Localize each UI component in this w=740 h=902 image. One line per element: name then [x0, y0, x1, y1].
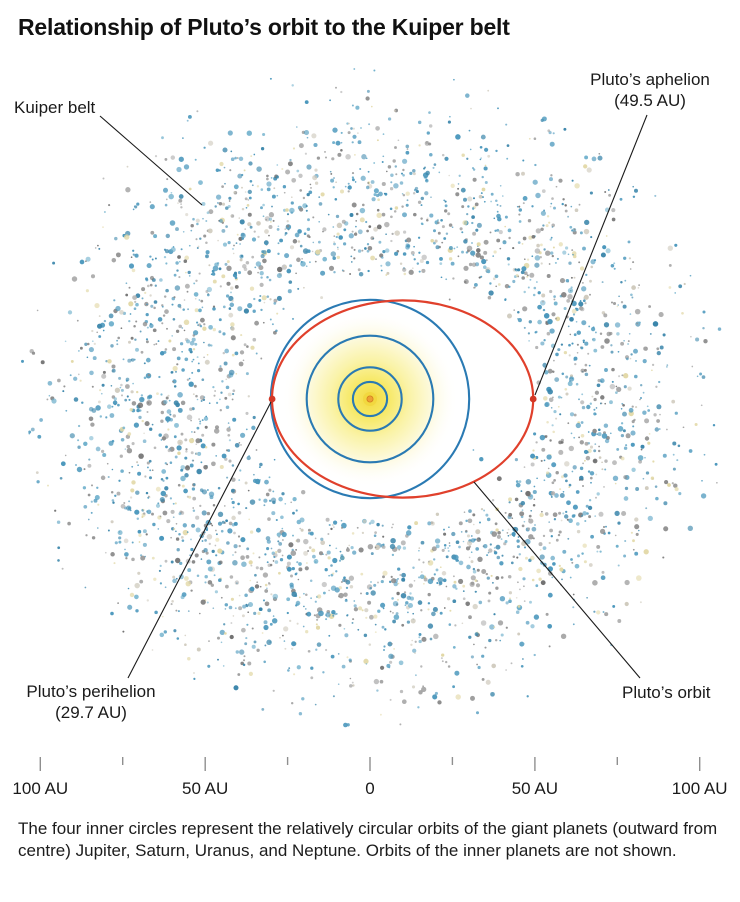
label-pluto-aphelion-line2: (49.5 AU): [614, 91, 686, 111]
aphelion-point: [529, 395, 537, 403]
sun-icon: [363, 392, 377, 406]
aphelion-leader-line: [534, 114, 648, 396]
axis-tick-marks: [39, 757, 701, 771]
label-pluto-perihelion-line1: Pluto’s perihelion: [26, 682, 156, 701]
perihelion-leader-line: [127, 401, 272, 679]
label-pluto-orbit: Pluto’s orbit: [622, 683, 711, 702]
perihelion-point: [268, 395, 276, 403]
label-pluto-aphelion-line1: Pluto’s aphelion: [590, 70, 710, 89]
leader-lines: [99, 114, 648, 679]
axis-label-minus-50au: 50 AU: [181, 779, 229, 798]
label-pluto-perihelion-line2: (29.7 AU): [55, 703, 127, 723]
figure-caption: The four inner circles represent the rel…: [18, 819, 718, 861]
label-pluto-aphelion: Pluto’s aphelion (49.5 AU): [583, 69, 717, 112]
kuiper-belt-leader-line: [99, 115, 203, 206]
axis-label-plus-100au: 100 AU: [671, 779, 728, 798]
pluto-orbit-leader-line: [473, 481, 641, 679]
axis-label-zero: 0: [365, 779, 375, 798]
label-kuiper-belt: Kuiper belt: [14, 98, 96, 117]
axis-label-plus-50au: 50 AU: [511, 779, 558, 798]
kuiper-belt-dots: [21, 68, 722, 728]
page-title: Relationship of Pluto’s orbit to the Kui…: [18, 14, 510, 40]
label-pluto-perihelion: Pluto’s perihelion (29.7 AU): [12, 681, 170, 724]
axis-label-minus-100au: 100 AU: [12, 779, 69, 798]
